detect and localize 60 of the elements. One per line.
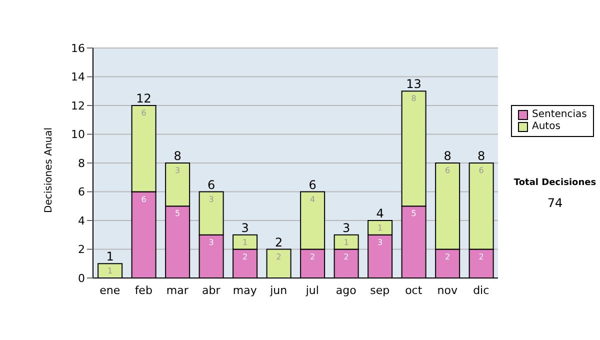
data-label: 2: [310, 252, 316, 262]
y-axis-title: Decisiones Anual: [44, 127, 55, 213]
y-tick-label: 14: [71, 70, 85, 84]
legend-label: Sentencias: [532, 109, 587, 121]
data-label: 3: [175, 166, 180, 175]
total-label: 6: [308, 178, 316, 192]
y-tick-label: 16: [71, 42, 85, 55]
x-tick-label: may: [232, 284, 258, 297]
data-label: 8: [411, 94, 416, 104]
data-label: 3: [208, 194, 214, 204]
data-label: 1: [108, 266, 113, 276]
y-tick-label: 2: [78, 243, 85, 256]
x-tick-label: feb: [134, 284, 152, 297]
data-label: 1: [242, 238, 248, 247]
x-tick-label: jul: [304, 284, 319, 297]
total-label: 1: [106, 250, 114, 264]
data-label: 3: [208, 238, 214, 247]
data-label: 1: [344, 238, 349, 247]
data-label: 2: [276, 252, 282, 262]
x-tick-label: nov: [437, 284, 458, 297]
x-tick-label: jun: [269, 284, 288, 297]
text: Total Decisiones: [512, 178, 598, 188]
x-tick-label: dic: [473, 284, 490, 297]
data-label: 6: [141, 108, 146, 118]
total-label: 12: [136, 92, 152, 106]
x-tick-label: oct: [405, 284, 423, 297]
y-tick-label: 0: [78, 272, 85, 285]
x-tick-label: mar: [166, 284, 189, 297]
y-tick-label: 4: [78, 214, 85, 228]
total-label: 6: [207, 178, 216, 192]
x-tick-label: sep: [370, 284, 390, 297]
y-tick-label: 10: [71, 128, 85, 142]
y-tick-label: 8: [78, 156, 85, 170]
total-label: 2: [274, 235, 283, 250]
total-label: 8: [174, 149, 182, 163]
data-label: 6: [141, 194, 146, 204]
data-label: 6: [478, 166, 484, 175]
data-label: 4: [310, 194, 316, 204]
data-label: 5: [411, 209, 416, 218]
total-label: 3: [241, 220, 249, 235]
total-label: 8: [444, 149, 452, 163]
total-label: 3: [342, 220, 350, 235]
total-label: 13: [406, 77, 422, 92]
y-tick-label: 12: [71, 99, 85, 112]
text: 74: [546, 196, 564, 210]
data-label: 1: [378, 224, 383, 232]
total-label: 8: [477, 149, 486, 163]
data-label: 2: [344, 252, 349, 262]
data-label: 3: [378, 238, 383, 247]
data-label: 2: [445, 252, 450, 262]
x-tick-label: ene: [100, 284, 120, 297]
y-tick-label: 6: [78, 186, 85, 199]
data-label: 6: [445, 166, 450, 175]
data-label: 2: [242, 252, 248, 262]
x-tick-label: ago: [336, 284, 357, 297]
total-label: 4: [376, 206, 384, 220]
x-tick-label: abr: [202, 284, 221, 297]
data-label: 5: [175, 209, 180, 218]
legend-label: Autos: [532, 121, 560, 133]
data-label: 2: [478, 252, 484, 262]
